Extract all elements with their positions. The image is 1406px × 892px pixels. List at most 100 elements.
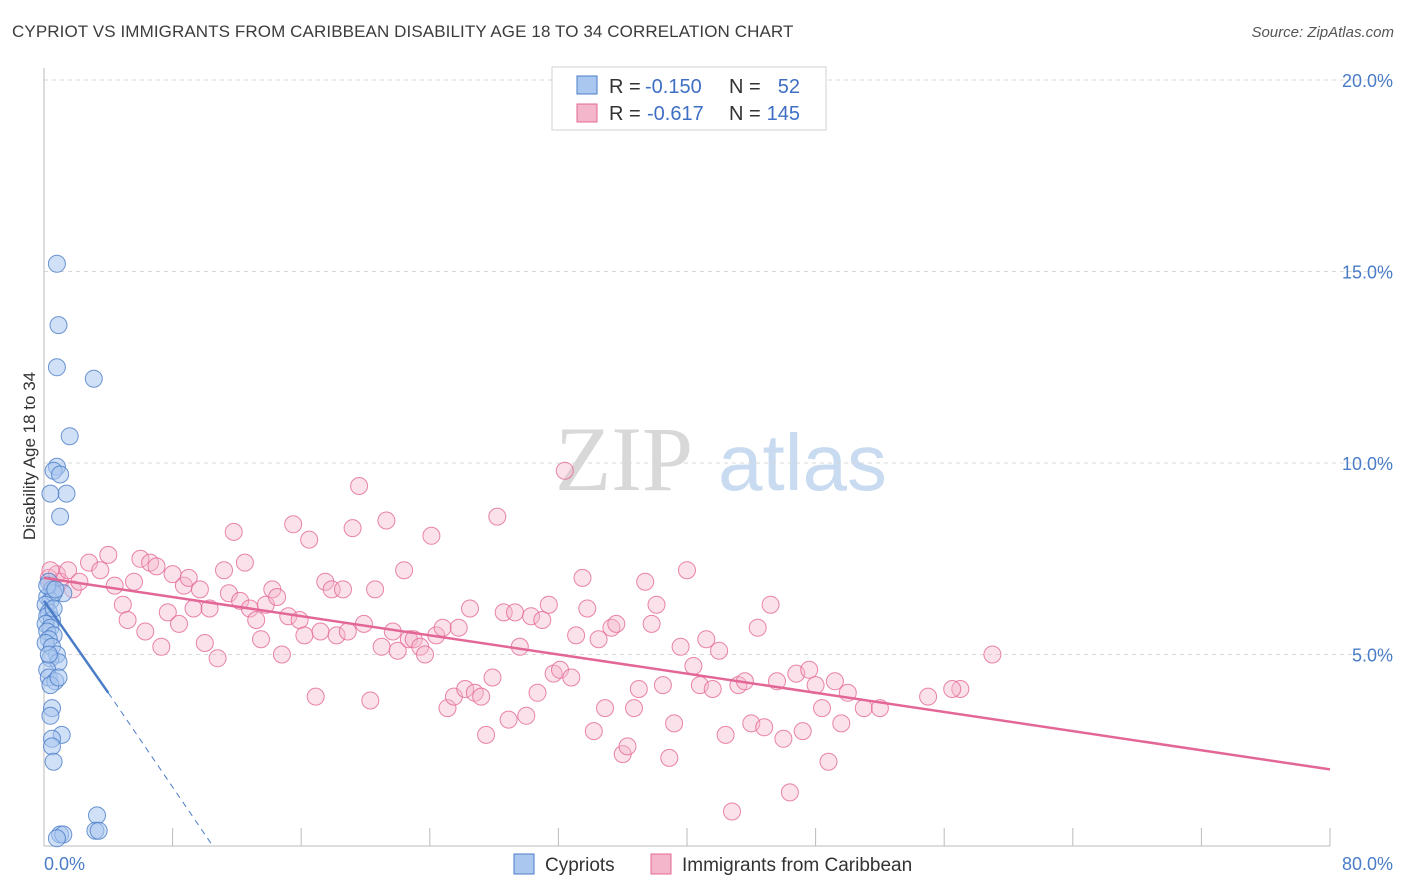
caribbean-point-93 xyxy=(567,626,586,645)
caribbean-point-69 xyxy=(433,618,452,637)
caribbean-point-4 xyxy=(59,561,78,580)
caribbean-point-81 xyxy=(499,710,518,729)
caribbean-point-33 xyxy=(235,553,254,572)
caribbean-point-110 xyxy=(665,714,684,733)
caribbean-point-91 xyxy=(555,461,574,480)
caribbean-point-136 xyxy=(832,714,851,733)
legend-box xyxy=(551,66,827,131)
caribbean-point-64 xyxy=(404,630,423,649)
caribbean-point-18 xyxy=(152,637,171,656)
caribbean-point-88 xyxy=(539,595,558,614)
caribbean-point-57 xyxy=(366,580,385,599)
caribbean-point-95 xyxy=(578,599,597,618)
caribbean-point-12 xyxy=(118,611,137,629)
caribbean-point-50 xyxy=(327,626,346,645)
caribbean-point-125 xyxy=(761,595,780,614)
caribbean-point-143 xyxy=(943,680,962,698)
caribbean-point-15 xyxy=(136,622,155,641)
caribbean-point-87 xyxy=(533,611,552,629)
caribbean-point-11 xyxy=(113,595,132,614)
caribbean-point-45 xyxy=(300,530,319,549)
legend-n-value-2: 145 xyxy=(767,103,800,125)
caribbean-point-124 xyxy=(755,718,774,737)
caribbean-point-127 xyxy=(774,729,793,748)
caribbean-point-74 xyxy=(461,599,479,618)
cypriots-point-2 xyxy=(47,358,66,377)
legend-r-label-1: R = xyxy=(609,76,641,98)
caribbean-point-56 xyxy=(361,691,380,710)
caribbean-point-40 xyxy=(272,645,291,664)
bottom-legend-swatch-caribbean xyxy=(650,853,672,875)
caribbean-point-59 xyxy=(377,511,396,530)
caribbean-trend-line xyxy=(43,576,1331,771)
caribbean-point-32 xyxy=(231,591,250,610)
caribbean-point-134 xyxy=(819,752,838,771)
caribbean-point-73 xyxy=(456,680,475,698)
caribbean-point-61 xyxy=(388,641,407,660)
caribbean-point-103 xyxy=(625,699,643,718)
caribbean-point-58 xyxy=(372,637,391,656)
cypriots-point-4 xyxy=(60,427,79,446)
caribbean-point-24 xyxy=(184,599,203,618)
caribbean-point-102 xyxy=(618,737,637,756)
y-tick-label-2: 15.0% xyxy=(1342,263,1393,283)
caribbean-point-96 xyxy=(584,722,603,741)
caribbean-point-8 xyxy=(91,561,110,580)
legend-n-label-1: N = xyxy=(729,76,761,98)
caribbean-point-76 xyxy=(472,687,491,706)
cypriots-point-10 xyxy=(51,507,70,526)
caribbean-point-42 xyxy=(284,515,303,534)
cypriots-point-9 xyxy=(41,484,60,503)
caribbean-point-10 xyxy=(105,576,124,595)
cypriots-point-49 xyxy=(44,599,63,618)
y-tick-label-0: 5.0% xyxy=(1352,646,1393,666)
caribbean-point-29 xyxy=(215,561,233,580)
caribbean-point-111 xyxy=(671,637,690,656)
cypriots-point-7 xyxy=(51,465,70,484)
caribbean-point-118 xyxy=(716,725,735,744)
caribbean-point-92 xyxy=(562,668,581,687)
caribbean-point-23 xyxy=(179,568,198,587)
caribbean-point-94 xyxy=(573,568,592,587)
cypriots-trend-extension xyxy=(107,692,214,847)
caribbean-point-14 xyxy=(131,549,150,568)
caribbean-point-115 xyxy=(697,630,716,649)
caribbean-point-48 xyxy=(316,572,335,591)
caribbean-point-72 xyxy=(449,618,468,637)
caribbean-point-107 xyxy=(647,595,666,614)
cypriots-point-44 xyxy=(89,821,108,840)
legend-swatch-caribbean xyxy=(576,103,598,123)
cypriots-point-0 xyxy=(47,254,66,273)
cypriots-point-35 xyxy=(49,668,68,687)
legend-r-value-2: -0.617 xyxy=(647,103,704,125)
bottom-legend-label-caribbean: Immigrants from Caribbean xyxy=(682,855,912,876)
cypriots-point-8 xyxy=(57,484,76,503)
caribbean-point-131 xyxy=(800,660,819,679)
caribbean-point-35 xyxy=(247,611,266,629)
caribbean-point-36 xyxy=(252,630,270,649)
series-caribbean-points xyxy=(39,461,1002,821)
caribbean-point-85 xyxy=(522,607,541,626)
caribbean-point-21 xyxy=(170,614,188,633)
bottom-legend-label-cypriots: Cypriots xyxy=(545,855,615,876)
cypriots-point-42 xyxy=(88,806,106,825)
caribbean-point-123 xyxy=(748,618,767,637)
caribbean-point-67 xyxy=(422,526,441,545)
caribbean-point-116 xyxy=(703,680,722,698)
cypriots-trend-line xyxy=(42,600,110,694)
caribbean-point-106 xyxy=(642,614,661,633)
caribbean-point-138 xyxy=(854,699,873,718)
caribbean-point-112 xyxy=(678,561,696,580)
caribbean-point-86 xyxy=(528,683,547,702)
caribbean-point-54 xyxy=(350,477,369,495)
caribbean-point-62 xyxy=(395,561,414,580)
caribbean-point-78 xyxy=(483,668,502,687)
legend-swatch-cypriots xyxy=(576,75,598,95)
cypriots-point-51 xyxy=(46,580,65,599)
caribbean-point-113 xyxy=(684,657,703,675)
caribbean-point-108 xyxy=(653,676,672,695)
caribbean-point-119 xyxy=(723,802,741,821)
caribbean-point-47 xyxy=(311,622,330,641)
caribbean-point-31 xyxy=(224,522,243,541)
